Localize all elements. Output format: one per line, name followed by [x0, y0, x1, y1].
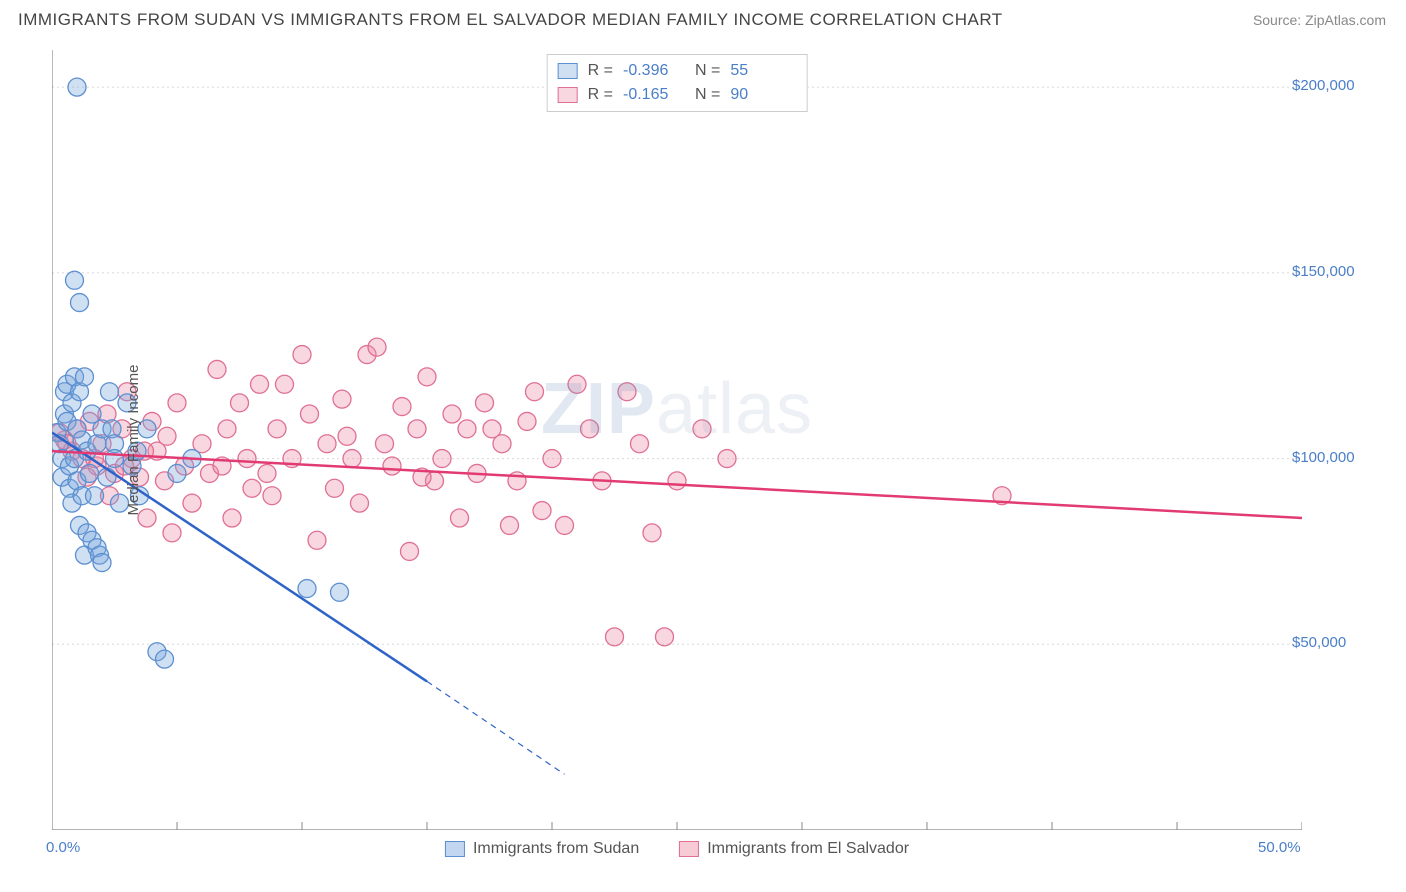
swatch-icon — [445, 841, 465, 857]
x-tick-label: 50.0% — [1258, 839, 1301, 856]
x-tick-label: 0.0% — [46, 839, 80, 856]
swatch-sudan — [558, 63, 578, 79]
y-tick-label: $200,000 — [1292, 77, 1382, 94]
chart-svg — [52, 50, 1302, 830]
legend-row-elsalvador: R =-0.165 N =90 — [558, 83, 793, 107]
swatch-icon — [679, 841, 699, 857]
legend-label: Immigrants from El Salvador — [707, 840, 909, 858]
correlation-chart: Median Family Income ZIPatlas R =-0.396 … — [52, 50, 1302, 830]
correlation-legend: R =-0.396 N =55 R =-0.165 N =90 — [547, 54, 808, 112]
page-title: IMMIGRANTS FROM SUDAN VS IMMIGRANTS FROM… — [18, 10, 1003, 30]
legend-item-elsalvador: Immigrants from El Salvador — [679, 840, 909, 858]
swatch-elsalvador — [558, 87, 578, 103]
legend-item-sudan: Immigrants from Sudan — [445, 840, 639, 858]
y-axis-label: Median Family Income — [125, 365, 142, 516]
legend-label: Immigrants from Sudan — [473, 840, 639, 858]
y-tick-label: $100,000 — [1292, 449, 1382, 466]
source-attribution: Source: ZipAtlas.com — [1253, 12, 1386, 28]
legend-row-sudan: R =-0.396 N =55 — [558, 59, 793, 83]
y-tick-label: $50,000 — [1292, 634, 1382, 651]
y-tick-label: $150,000 — [1292, 263, 1382, 280]
series-legend: Immigrants from Sudan Immigrants from El… — [445, 840, 909, 858]
